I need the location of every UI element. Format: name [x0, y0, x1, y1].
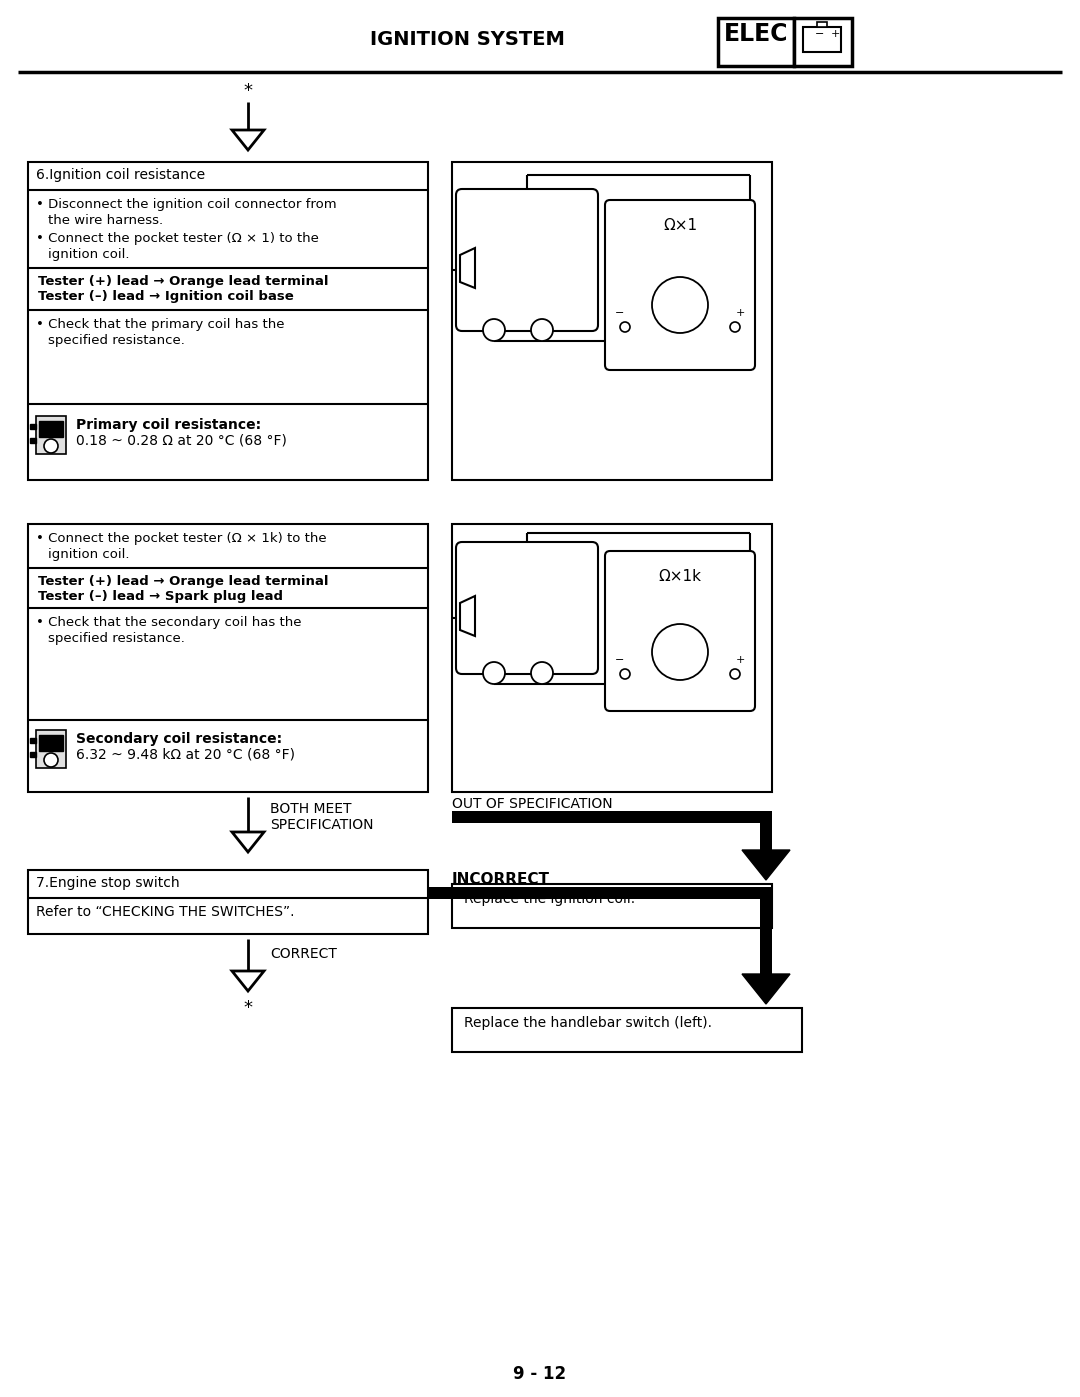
Bar — [453, 162, 772, 481]
Text: *: * — [243, 82, 253, 101]
Bar — [630, 566, 730, 601]
Text: +: + — [831, 29, 840, 39]
Bar — [30, 439, 36, 443]
Polygon shape — [232, 130, 264, 149]
FancyBboxPatch shape — [605, 200, 755, 370]
Polygon shape — [742, 974, 789, 1004]
FancyBboxPatch shape — [605, 550, 755, 711]
Polygon shape — [232, 833, 264, 852]
Bar — [816, 22, 827, 27]
Text: • Connect the pocket tester (Ω × 1) to the: • Connect the pocket tester (Ω × 1) to t… — [36, 232, 319, 244]
Text: Tester (+) lead → Orange lead terminal: Tester (+) lead → Orange lead terminal — [38, 275, 328, 288]
Text: Refer to “CHECKING THE SWITCHES”.: Refer to “CHECKING THE SWITCHES”. — [36, 905, 295, 919]
Bar — [760, 812, 772, 849]
Text: −: − — [815, 29, 824, 39]
Text: −: − — [616, 307, 624, 319]
Text: specified resistance.: specified resistance. — [48, 334, 185, 346]
Circle shape — [652, 624, 708, 680]
Bar — [453, 812, 772, 823]
FancyBboxPatch shape — [456, 542, 598, 673]
Text: CORRECT: CORRECT — [270, 947, 337, 961]
Text: • Disconnect the ignition coil connector from: • Disconnect the ignition coil connector… — [36, 198, 337, 211]
Text: • Check that the primary coil has the: • Check that the primary coil has the — [36, 319, 284, 331]
Text: 9 - 12: 9 - 12 — [513, 1365, 567, 1383]
Bar — [28, 162, 428, 481]
Circle shape — [620, 669, 630, 679]
Circle shape — [620, 321, 630, 332]
Text: the wire harness.: the wire harness. — [48, 214, 163, 226]
Text: SPECIFICATION: SPECIFICATION — [270, 819, 374, 833]
Bar — [36, 416, 66, 454]
Bar — [30, 752, 36, 757]
Circle shape — [730, 669, 740, 679]
Bar — [28, 870, 428, 935]
Text: IGNITION SYSTEM: IGNITION SYSTEM — [370, 29, 565, 49]
Bar — [30, 738, 36, 743]
Circle shape — [531, 319, 553, 341]
Text: *: * — [243, 999, 253, 1017]
Text: Ω×1: Ω×1 — [663, 218, 697, 233]
Circle shape — [44, 753, 58, 767]
Bar — [794, 18, 852, 66]
Text: Tester (+) lead → Orange lead terminal: Tester (+) lead → Orange lead terminal — [38, 576, 328, 588]
Text: 0.18 ~ 0.28 Ω at 20 °C (68 °F): 0.18 ~ 0.28 Ω at 20 °C (68 °F) — [76, 434, 287, 448]
Text: ELEC: ELEC — [724, 22, 788, 46]
Text: ignition coil.: ignition coil. — [48, 249, 130, 261]
Text: +: + — [735, 655, 745, 665]
Bar — [453, 1009, 802, 1052]
Text: 7.Engine stop switch: 7.Engine stop switch — [36, 876, 179, 890]
Text: • Check that the secondary coil has the: • Check that the secondary coil has the — [36, 616, 301, 629]
Circle shape — [483, 662, 505, 685]
Circle shape — [531, 662, 553, 685]
Text: Tester (–) lead → Spark plug lead: Tester (–) lead → Spark plug lead — [38, 590, 283, 604]
Text: ignition coil.: ignition coil. — [48, 548, 130, 562]
Text: Secondary coil resistance:: Secondary coil resistance: — [76, 732, 282, 746]
Bar — [30, 425, 36, 429]
Polygon shape — [232, 971, 264, 990]
Text: Tester (–) lead → Ignition coil base: Tester (–) lead → Ignition coil base — [38, 291, 294, 303]
Text: specified resistance.: specified resistance. — [48, 631, 185, 645]
Text: Replace the ignition coil.: Replace the ignition coil. — [464, 893, 635, 907]
Text: INCORRECT: INCORRECT — [453, 872, 550, 887]
Bar — [28, 524, 428, 792]
Text: 6.32 ~ 9.48 kΩ at 20 °C (68 °F): 6.32 ~ 9.48 kΩ at 20 °C (68 °F) — [76, 747, 295, 761]
Text: −: − — [616, 655, 624, 665]
Circle shape — [730, 321, 740, 332]
Text: • Connect the pocket tester (Ω × 1k) to the: • Connect the pocket tester (Ω × 1k) to … — [36, 532, 326, 545]
Text: Replace the handlebar switch (left).: Replace the handlebar switch (left). — [464, 1016, 712, 1030]
Text: BOTH MEET: BOTH MEET — [270, 802, 351, 816]
Text: 6.Ignition coil resistance: 6.Ignition coil resistance — [36, 168, 205, 182]
Polygon shape — [742, 849, 789, 880]
Bar — [428, 887, 772, 900]
Bar — [760, 900, 772, 974]
Bar — [630, 215, 730, 250]
Bar — [453, 524, 772, 792]
Polygon shape — [460, 249, 475, 288]
Circle shape — [652, 277, 708, 332]
FancyBboxPatch shape — [456, 189, 598, 331]
Polygon shape — [460, 597, 475, 636]
Bar — [36, 731, 66, 768]
Circle shape — [44, 439, 58, 453]
Text: Ω×1k: Ω×1k — [659, 569, 702, 584]
Bar — [718, 18, 794, 66]
Bar — [39, 420, 63, 437]
Bar — [804, 27, 841, 52]
Text: OUT OF SPECIFICATION: OUT OF SPECIFICATION — [453, 798, 612, 812]
Bar — [453, 884, 772, 928]
Text: Primary coil resistance:: Primary coil resistance: — [76, 418, 261, 432]
Circle shape — [483, 319, 505, 341]
Bar — [39, 735, 63, 752]
Text: +: + — [735, 307, 745, 319]
